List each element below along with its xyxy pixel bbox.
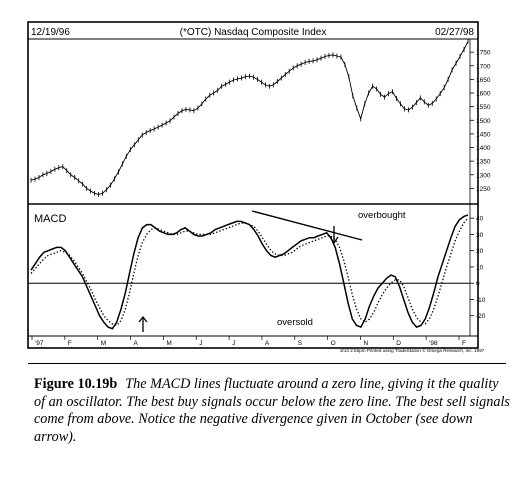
macd-y-axis: -20 -10 0 10 20 30 40: [470, 216, 486, 320]
month-label: F: [68, 340, 72, 347]
macd-series: [30, 214, 469, 330]
month-label: N: [363, 340, 368, 347]
end-date: 02/27/98: [435, 27, 474, 38]
month-label: A: [265, 340, 270, 347]
month-label: O: [331, 340, 336, 347]
oversold-label: oversold: [277, 317, 313, 328]
macd-y-tick-label: 40: [476, 216, 484, 223]
price-line: [30, 41, 469, 195]
month-label: J: [199, 340, 202, 347]
chart-figure: 12/19/96 (*OTC) Nasdaq Composite Index 0…: [27, 21, 491, 353]
divergence-trendline: [251, 210, 363, 241]
price-y-tick-label: 1300: [476, 172, 491, 179]
footer-note: 3/13 2:56pm Printed using TradeStation ©…: [340, 347, 485, 353]
month-label: F: [462, 340, 466, 347]
macd-y-tick-label: 10: [476, 264, 484, 271]
up-arrow-icon: [138, 315, 148, 332]
month-label: M: [166, 340, 171, 347]
month-label: D: [396, 340, 401, 347]
start-date: 12/19/96: [31, 27, 70, 38]
price-chart-title: (*OTC) Nasdaq Composite Index: [180, 27, 327, 38]
month-label: '98: [429, 340, 438, 347]
caption-rule: [28, 363, 506, 364]
month-label: J: [232, 340, 235, 347]
month-label: '97: [35, 340, 44, 347]
figure-label: Figure 10.19b: [34, 376, 118, 392]
macd-y-tick-label: 0: [476, 281, 480, 288]
price-y-tick-label: 1500: [476, 118, 491, 125]
macd-panel-title: MACD: [34, 213, 66, 225]
macd-y-tick-label: -20: [476, 313, 486, 320]
price-series: [30, 38, 469, 197]
price-y-axis: 1250 1300 1350 1400 1450 1500 1550 1600 1650 1700…: [470, 50, 491, 193]
price-y-tick-label: 1750: [476, 50, 491, 57]
chart-frame: [27, 21, 479, 349]
signal-line: [30, 217, 469, 327]
figure-caption: Figure 10.19b The MACD lines fluctuate ar…: [34, 376, 510, 446]
down-arrow-icon: [329, 226, 339, 245]
macd-y-tick-label: 30: [476, 232, 484, 239]
price-y-tick-label: 1350: [476, 159, 491, 166]
macd-line: [30, 214, 469, 330]
price-y-tick-label: 1450: [476, 131, 491, 138]
price-y-tick-label: 1400: [476, 145, 491, 152]
price-y-tick-label: 1250: [476, 186, 491, 193]
month-label: S: [298, 340, 303, 347]
month-label: A: [134, 340, 139, 347]
month-label: M: [101, 340, 106, 347]
price-y-tick-label: 1700: [476, 63, 491, 70]
price-y-tick-label: 1600: [476, 91, 491, 98]
price-y-tick-label: 1650: [476, 77, 491, 84]
macd-y-tick-label: 20: [476, 248, 484, 255]
overbought-label: overbought: [358, 210, 406, 221]
price-y-tick-label: 1550: [476, 104, 491, 111]
figure-text: The MACD lines fluctuate around a zero l…: [34, 376, 510, 445]
month-axis: '97 F M A M J J A S O N D '98 F: [31, 336, 466, 347]
macd-y-tick-label: -10: [476, 297, 486, 304]
